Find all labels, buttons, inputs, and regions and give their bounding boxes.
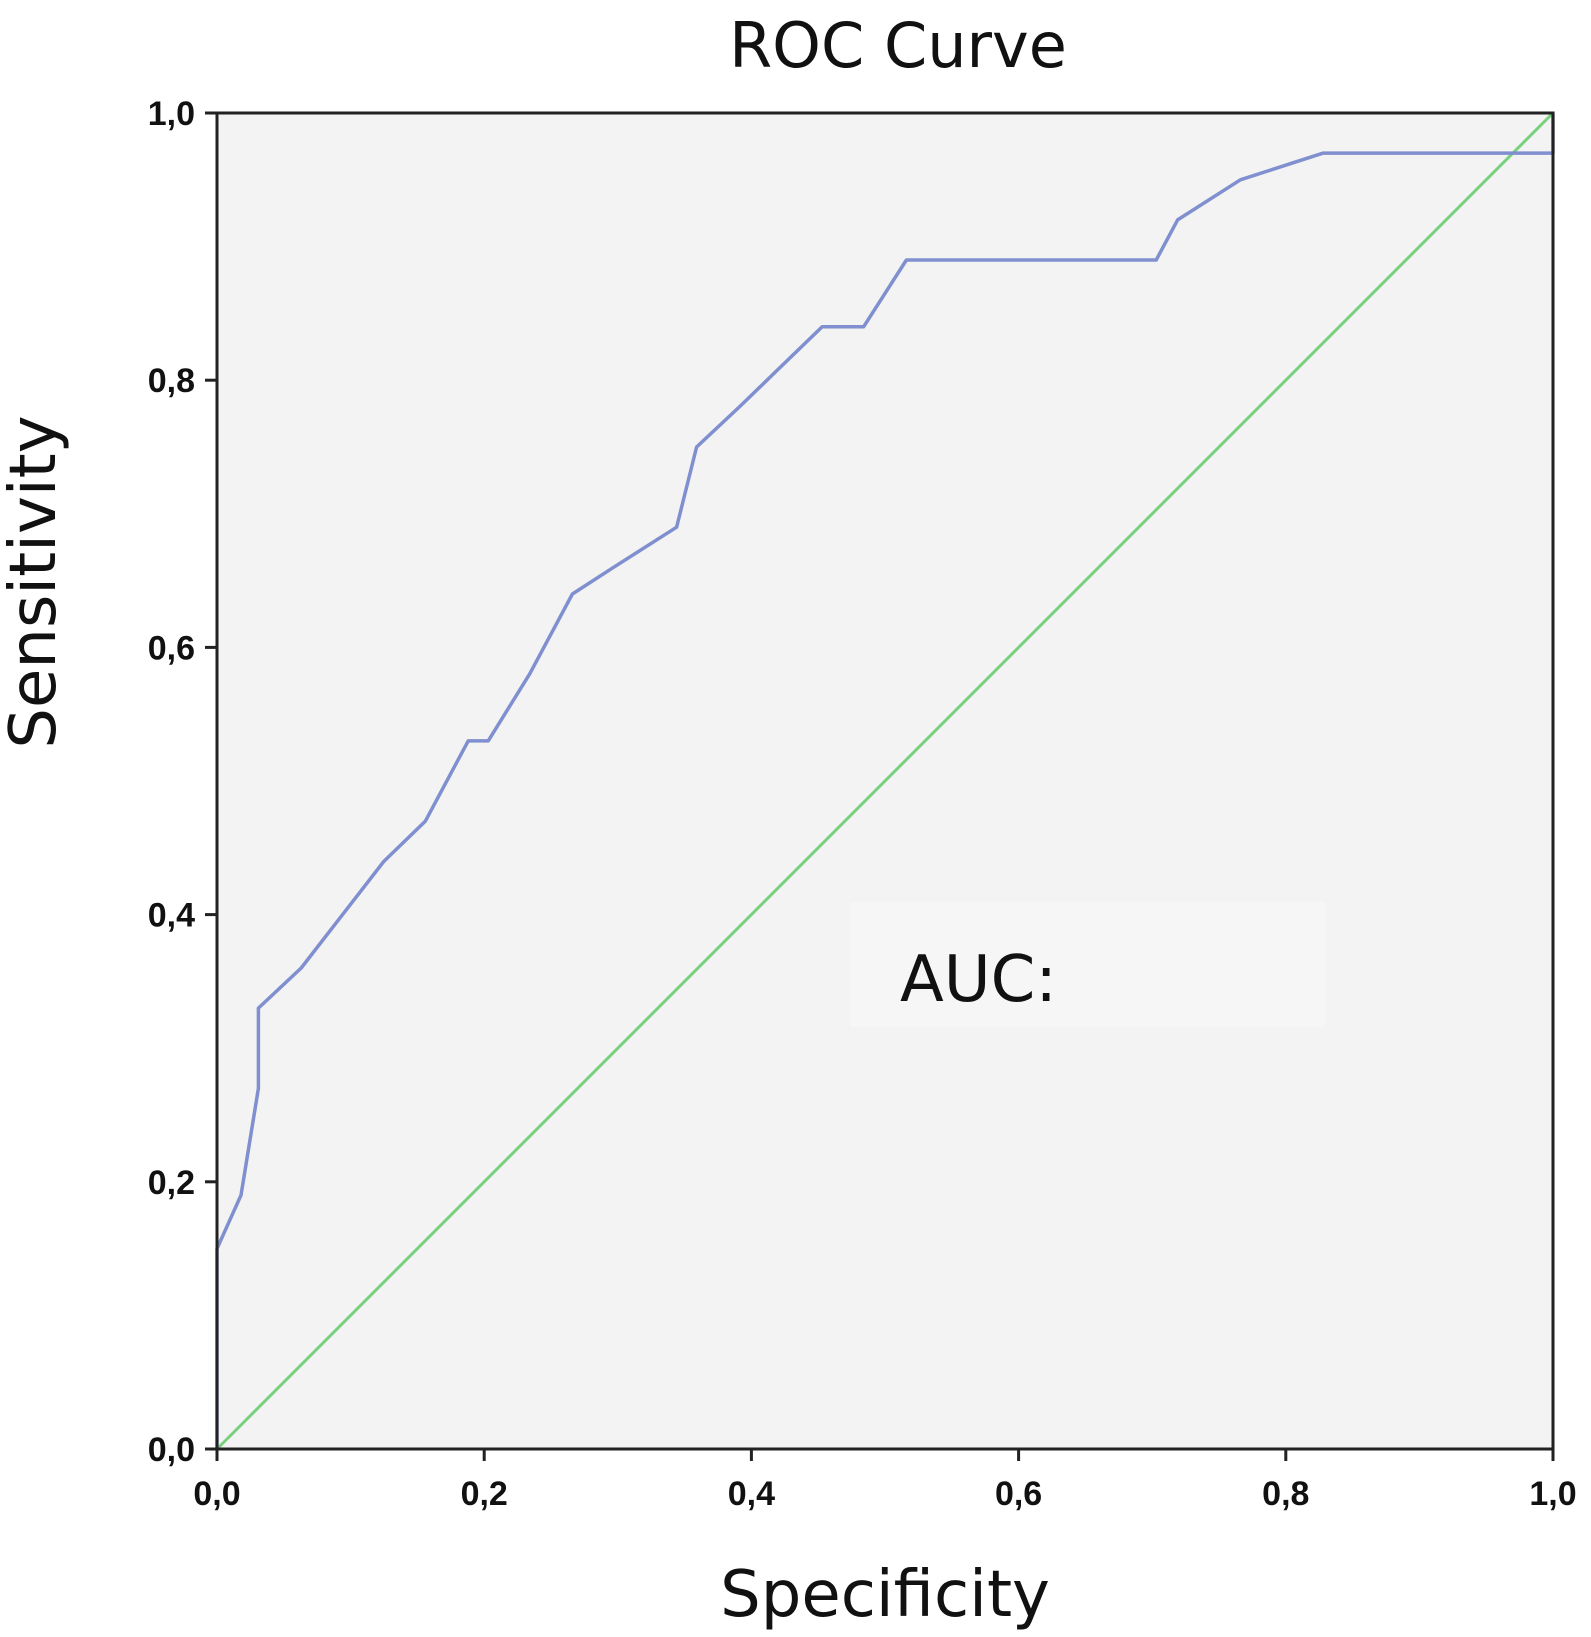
roc-curve-line bbox=[215, 113, 1555, 1449]
x-tick-label: 0,4 bbox=[728, 1475, 775, 1513]
x-tick-label: 0,2 bbox=[461, 1475, 508, 1513]
reference-line bbox=[215, 111, 1555, 1451]
x-axis-ticks: 0,0 0,2 0,4 0,6 0,8 1,0 bbox=[193, 1449, 1577, 1513]
x-tick-label: 1,0 bbox=[1529, 1475, 1576, 1513]
y-tick-label: 1,0 bbox=[148, 95, 195, 133]
auc-label-background bbox=[850, 902, 1325, 1027]
y-axis-title: Sensitivity bbox=[0, 415, 71, 748]
auc-annotation: AUC: bbox=[900, 943, 1057, 1017]
y-tick-label: 0,0 bbox=[148, 1431, 195, 1469]
y-axis-ticks: 0,0 0,2 0,4 0,6 0,8 1,0 bbox=[148, 95, 217, 1469]
y-tick-label: 0,2 bbox=[148, 1164, 195, 1202]
x-axis-title: Specificity bbox=[720, 1558, 1050, 1632]
plot-area-frame bbox=[215, 111, 1555, 1451]
y-tick-label: 0,4 bbox=[148, 897, 195, 935]
y-tick-label: 0,6 bbox=[148, 629, 195, 667]
x-tick-label: 0,6 bbox=[995, 1475, 1042, 1513]
chart-title: ROC Curve bbox=[729, 9, 1067, 82]
x-tick-label: 0,8 bbox=[1262, 1475, 1309, 1513]
y-tick-label: 0,8 bbox=[148, 362, 195, 400]
x-tick-label: 0,0 bbox=[193, 1475, 240, 1513]
